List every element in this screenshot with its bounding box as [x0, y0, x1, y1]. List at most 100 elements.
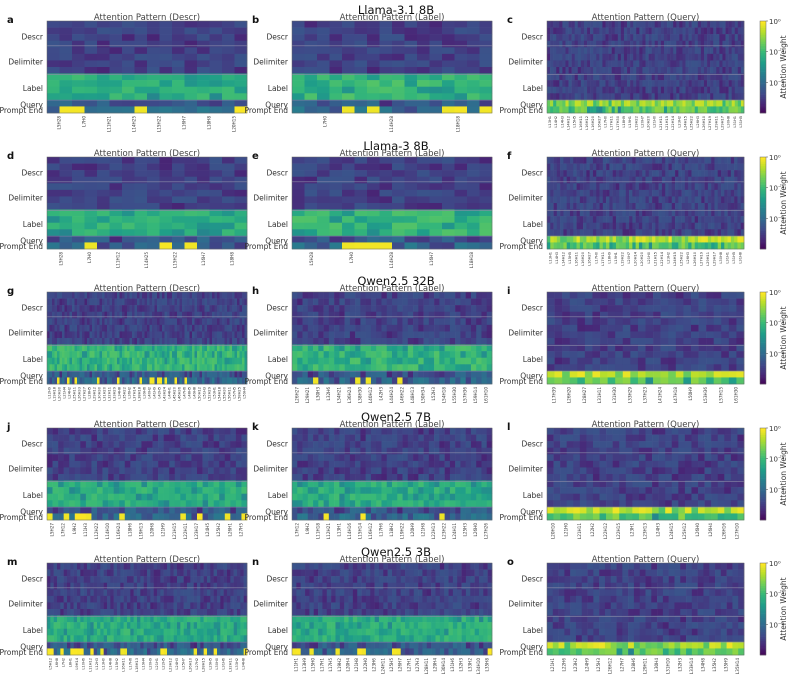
heatmap-cell: [62, 344, 65, 352]
heatmap-cell: [679, 99, 683, 107]
heatmap-cell: [479, 21, 493, 28]
heatmap-cell: [642, 209, 646, 217]
heatmap-cell: [318, 324, 324, 332]
heatmap-cell: [222, 106, 235, 114]
heatmap-cell: [197, 370, 200, 378]
heatmap-cell: [117, 311, 120, 319]
x-tick-label: L36H24: [347, 387, 352, 403]
heatmap-cell: [568, 73, 572, 81]
heatmap-cell: [234, 318, 238, 326]
heatmap-cell: [59, 27, 73, 35]
heatmap-cell: [707, 47, 711, 55]
heatmap-cell: [481, 364, 488, 372]
heatmap-cell: [740, 93, 745, 101]
heatmap-cell: [731, 67, 736, 74]
heatmap-cell: [691, 235, 696, 243]
heatmap-cell: [665, 176, 669, 184]
x-tick-label: L16H7: [182, 116, 187, 130]
heatmap-cell: [602, 242, 607, 250]
heatmap-cell: [688, 106, 692, 114]
heatmap-cell: [590, 93, 594, 101]
heatmap-cell: [187, 370, 190, 378]
y-label: Query: [520, 237, 543, 246]
heatmap-cell: [675, 370, 684, 378]
heatmap-cell: [189, 311, 193, 319]
heatmap-cell: [77, 324, 80, 332]
heatmap-cell: [179, 324, 183, 332]
heatmap-cell: [607, 331, 616, 339]
heatmap-cell: [571, 73, 576, 81]
heatmap-cell: [566, 222, 571, 230]
heatmap-cell: [576, 183, 581, 191]
heatmap-cell: [681, 216, 686, 224]
heatmap-cell: [734, 106, 739, 114]
heatmap-cell: [360, 331, 366, 339]
heatmap-cell: [566, 229, 571, 237]
heatmap-cell: [179, 338, 183, 345]
heatmap-cell: [547, 338, 555, 345]
heatmap-cell: [617, 60, 622, 68]
heatmap-cell: [569, 189, 574, 197]
heatmap-cell: [592, 292, 601, 299]
heatmap-cell: [592, 318, 601, 326]
heatmap-cell: [109, 324, 113, 332]
heatmap-cell: [342, 222, 355, 230]
heatmap-cell: [652, 203, 656, 210]
heatmap-cell: [717, 196, 722, 204]
heatmap-cell: [633, 67, 637, 74]
heatmap-cell: [102, 298, 105, 306]
heatmap-cell: [645, 229, 650, 237]
heatmap-cell: [737, 67, 742, 74]
heatmap-cell: [187, 364, 190, 372]
heatmap-cell: [134, 338, 138, 345]
heatmap-cell: [714, 235, 719, 243]
heatmap-cell: [209, 344, 213, 352]
heatmap-cell: [698, 222, 702, 230]
heatmap-cell: [691, 106, 696, 114]
heatmap-cell: [486, 357, 493, 365]
heatmap-cell: [429, 196, 443, 204]
heatmap-cell: [47, 318, 50, 326]
heatmap-cell: [69, 311, 73, 319]
x-tick-label: L31H1: [726, 252, 730, 264]
heatmap-cell: [596, 222, 600, 230]
heatmap-cell: [59, 93, 73, 101]
heatmap-cell: [635, 216, 640, 224]
heatmap-cell: [560, 235, 564, 243]
heatmap-cell: [710, 40, 714, 48]
heatmap-cell: [92, 298, 95, 306]
heatmap-cell: [164, 364, 168, 372]
heatmap-cell: [328, 364, 335, 372]
x-tick-label: L55H30: [223, 386, 227, 401]
heatmap-cell: [725, 53, 729, 61]
heatmap-cell: [713, 351, 722, 359]
heatmap-cell: [202, 318, 205, 326]
heatmap-cell: [608, 21, 612, 28]
heatmap-cell: [307, 338, 314, 345]
heatmap-cell: [454, 196, 468, 204]
heatmap-cell: [584, 331, 593, 339]
heatmap-cell: [104, 351, 108, 359]
heatmap-cell: [668, 222, 673, 230]
heatmap-cell: [547, 21, 551, 28]
heatmap-cell: [129, 331, 133, 339]
heatmap-cell: [72, 67, 85, 74]
heatmap-cell: [317, 99, 330, 107]
heatmap-cell: [222, 86, 235, 94]
heatmap-cell: [635, 196, 640, 204]
heatmap-cell: [404, 40, 418, 48]
heatmap-cell: [550, 157, 554, 164]
heatmap-cell: [717, 242, 722, 250]
heatmap-cell: [716, 106, 720, 114]
heatmap-cell: [694, 189, 699, 197]
heatmap-cell: [418, 357, 424, 365]
heatmap-cell: [59, 196, 73, 204]
heatmap-cell: [328, 377, 335, 385]
heatmap-cell: [234, 106, 248, 114]
heatmap-cell: [137, 298, 140, 306]
heatmap-cell: [622, 357, 631, 365]
heatmap-cell: [684, 222, 689, 230]
heatmap-cell: [615, 318, 624, 326]
heatmap-cell: [730, 176, 735, 184]
heatmap-cell: [681, 222, 686, 230]
